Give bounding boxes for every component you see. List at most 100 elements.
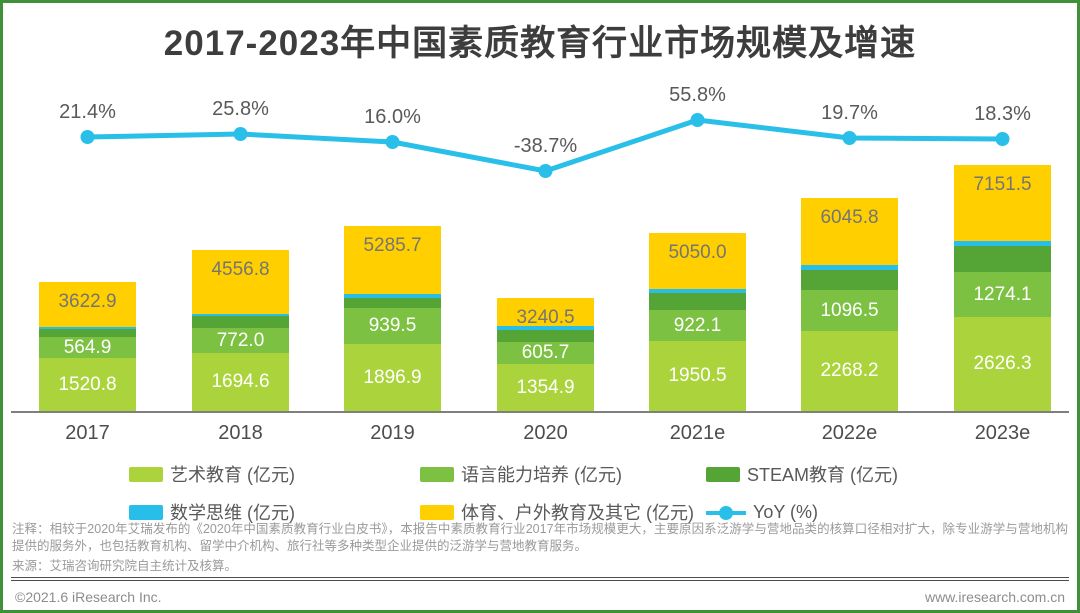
yoy-point-2023e <box>995 132 1010 146</box>
bar-value-label: 939.5 <box>368 315 417 336</box>
yoy-point-2021e <box>690 113 705 127</box>
yoy-value-label: 18.3% <box>974 103 1031 125</box>
bar-2018-segment-sports <box>192 250 289 314</box>
legend-label-steam: STEAM教育 (亿元) <box>747 465 898 485</box>
yoy-point-2022e <box>842 131 857 145</box>
source-note: 来源：艾瑞咨询研究院自主统计及核算。 <box>12 559 238 573</box>
chart-title: 2017-2023年中国素质教育行业市场规模及增速 <box>163 24 917 63</box>
yoy-value-label: 25.8% <box>212 98 269 120</box>
legend-item-art: 艺术教育 (亿元) <box>129 461 420 487</box>
footnote: 注释：相较于2020年艾瑞发布的《2020年中国素质教育行业白皮书》，本报告中素… <box>12 522 1068 553</box>
bar-2018-segment-steam <box>192 316 289 328</box>
bar-2022e-segment-steam <box>801 270 898 290</box>
bar-2020-segment-steam <box>497 330 594 342</box>
bar-2019-segment-sports <box>344 226 441 294</box>
bar-2021e-segment-sports <box>649 233 746 289</box>
copyright: ©2021.6 iResearch Inc. <box>15 589 162 605</box>
bar-value-label: 5285.7 <box>363 235 422 256</box>
bar-value-label: 1096.5 <box>820 299 879 321</box>
bar-value-label: 4556.8 <box>211 259 270 280</box>
bar-2017-segment-sports <box>39 282 136 327</box>
legend-label-yoy: YoY (%) <box>753 501 819 522</box>
yoy-point-2017 <box>80 130 95 144</box>
legend-swatch-steam <box>706 466 740 482</box>
bar-2020-segment-math <box>497 326 594 330</box>
footer-divider <box>11 577 1069 581</box>
bar-2023e-segment-math <box>954 241 1051 246</box>
bar-value-label: 605.7 <box>521 342 570 363</box>
bar-2023e-segment-steam <box>954 246 1051 272</box>
x-axis-label-2017: 2017 <box>65 422 110 444</box>
legend-item-language: 语言能力培养 (亿元) <box>420 461 706 487</box>
bar-value-label: 7151.5 <box>973 174 1032 195</box>
bar-2019-segment-language <box>344 308 441 344</box>
x-axis-label-2020: 2020 <box>523 422 568 444</box>
yoy-point-2019 <box>385 135 400 149</box>
bar-2020-segment-sports <box>497 298 594 326</box>
bar-value-label: 1896.9 <box>363 366 422 388</box>
bar-value-label: 2626.3 <box>973 353 1032 374</box>
x-axis-label-2023e: 2023e <box>974 422 1031 444</box>
bar-2018-segment-art <box>192 353 289 411</box>
x-axis-label-2021e: 2021e <box>669 422 726 444</box>
bar-value-label: 1520.8 <box>58 373 117 395</box>
bar-2019-segment-steam <box>344 298 441 308</box>
legend-item-sports: 体育、户外教育及其它 (亿元) <box>420 499 706 525</box>
bar-2022e-segment-language <box>801 290 898 331</box>
bar-value-label: 1354.9 <box>516 376 575 398</box>
bar-2020-segment-language <box>497 342 594 364</box>
legend-item-steam: STEAM教育 (亿元) <box>706 461 1029 487</box>
website-url: www.iresearch.com.cn <box>924 589 1065 605</box>
bar-2021e-segment-steam <box>649 293 746 310</box>
bar-2017-segment-steam <box>39 329 136 337</box>
bar-value-label: 5050.0 <box>668 242 727 263</box>
legend-label-math: 数学思维 (亿元) <box>170 503 295 523</box>
bar-2022e-segment-art <box>801 331 898 411</box>
bar-value-label: 6045.8 <box>820 207 879 228</box>
bar-value-label: 1694.6 <box>211 371 270 392</box>
bar-value-label: 922.1 <box>673 314 722 336</box>
bar-2017-segment-language <box>39 337 136 358</box>
bar-value-label: 1274.1 <box>973 283 1032 305</box>
x-axis-label-2022e: 2022e <box>821 422 878 444</box>
bar-2023e-segment-sports <box>954 165 1051 241</box>
bar-2023e-segment-language <box>954 272 1051 317</box>
bar-2019-segment-math <box>344 294 441 298</box>
yoy-value-label: 19.7% <box>821 102 878 124</box>
legend-label-language: 语言能力培养 (亿元) <box>461 465 622 485</box>
bar-value-label: 2268.2 <box>820 360 879 381</box>
bar-2018-segment-language <box>192 328 289 353</box>
chart-legend: 艺术教育 (亿元) 语言能力培养 (亿元) STEAM教育 (亿元) 数学思维 (亿元… <box>129 461 1029 525</box>
legend-swatch-sports <box>420 504 454 520</box>
bar-value-label: 3622.9 <box>58 291 117 312</box>
yoy-value-label: 16.0% <box>364 106 421 128</box>
bar-2023e-segment-art <box>954 317 1051 411</box>
bar-2022e-segment-math <box>801 265 898 270</box>
legend-swatch-math <box>129 504 163 520</box>
bar-value-label: 3240.5 <box>516 307 575 328</box>
bar-2017-segment-art <box>39 358 136 411</box>
yoy-point-2018 <box>233 127 248 141</box>
yoy-value-label: 55.8% <box>669 84 726 106</box>
yoy-value-label: 21.4% <box>59 101 116 123</box>
bar-2021e-segment-math <box>649 289 746 293</box>
bar-2020-segment-art <box>497 364 594 411</box>
x-axis-line <box>11 411 1069 413</box>
legend-line-marker-yoy <box>706 505 746 520</box>
legend-swatch-art <box>129 466 163 482</box>
legend-label-art: 艺术教育 (亿元) <box>170 465 295 485</box>
legend-item-yoy: YoY (%) <box>706 499 1029 525</box>
x-axis-label-2019: 2019 <box>370 422 415 444</box>
bar-value-label: 772.0 <box>216 329 265 351</box>
yoy-point-2020 <box>538 164 553 178</box>
x-axis-label-2018: 2018 <box>218 422 263 444</box>
bar-2017-segment-math <box>39 327 136 329</box>
legend-swatch-language <box>420 466 454 482</box>
chart-area: 1520.8 564.9 3622.9 2017 1694.6 772.0 4556.8 20… <box>3 84 1077 460</box>
legend-item-math: 数学思维 (亿元) <box>129 499 420 525</box>
yoy-value-label: -38.7% <box>513 135 578 157</box>
bar-2019-segment-art <box>344 344 441 411</box>
bar-2021e-segment-language <box>649 310 746 341</box>
footer: ©2021.6 iResearch Inc. www.iresearch.com… <box>15 589 1065 605</box>
